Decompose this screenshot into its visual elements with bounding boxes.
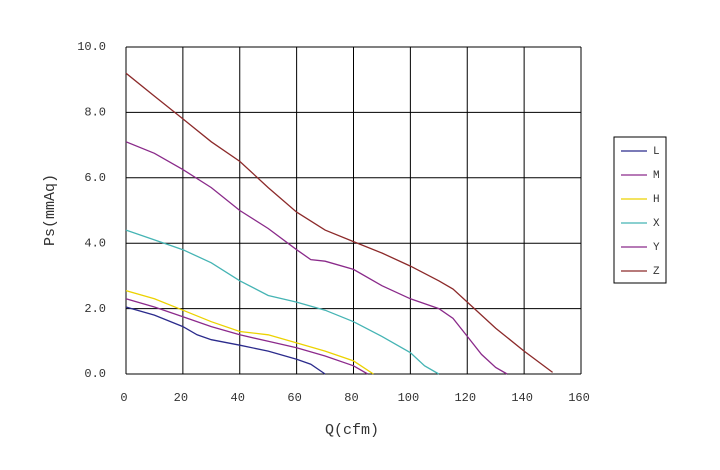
- x-tick-label: 80: [344, 391, 358, 405]
- y-tick-label: 8.0: [84, 106, 106, 120]
- x-tick-label: 100: [398, 391, 420, 405]
- y-axis-label: Ps(mmAq): [42, 174, 59, 246]
- x-tick-label: 20: [174, 391, 188, 405]
- legend-label: H: [653, 194, 660, 206]
- x-tick-label: 160: [568, 391, 590, 405]
- x-tick-label: 40: [231, 391, 245, 405]
- series-line: [125, 72, 553, 373]
- y-tick-label: 6.0: [84, 171, 106, 185]
- series-line: [125, 229, 440, 375]
- x-tick-label: 120: [454, 391, 476, 405]
- series-line: [125, 289, 374, 375]
- y-tick-label: 2.0: [84, 302, 106, 316]
- series-line: [125, 298, 369, 375]
- y-tick-label: 0.0: [84, 367, 106, 381]
- x-tick-label: 0: [120, 391, 127, 405]
- x-tick-label: 140: [511, 391, 533, 405]
- y-tick-label: 10.0: [77, 40, 106, 54]
- legend-box: [613, 136, 667, 284]
- legend-label: X: [653, 218, 660, 230]
- y-tick-label: 4.0: [84, 236, 106, 250]
- legend-label: L: [653, 146, 660, 158]
- legend-label: Y: [653, 242, 660, 254]
- legend-label: M: [653, 170, 660, 182]
- legend-label: Z: [653, 266, 660, 278]
- series-line: [125, 306, 326, 375]
- x-axis-label: Q(cfm): [325, 422, 379, 439]
- x-tick-label: 60: [287, 391, 301, 405]
- series-line: [125, 141, 508, 375]
